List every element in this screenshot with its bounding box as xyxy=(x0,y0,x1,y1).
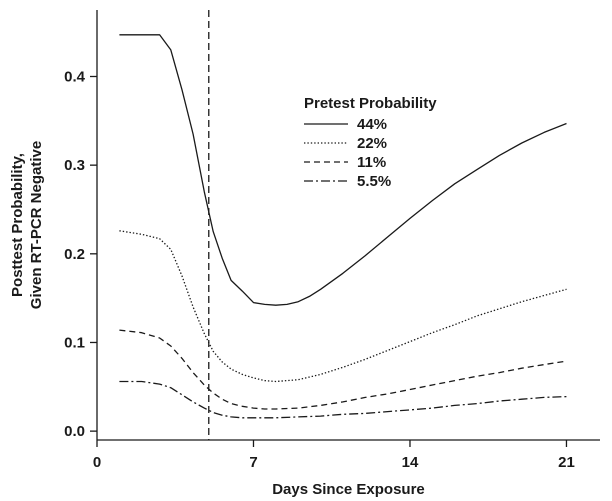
y-tick-label: 0.4 xyxy=(64,68,86,85)
x-tick-label: 21 xyxy=(558,454,575,471)
axes: 0.0 0.1 0.2 0.3 0.4 0 7 14 21 xyxy=(64,10,600,471)
legend-label: 22% xyxy=(357,135,387,152)
y-ticks: 0.0 0.1 0.2 0.3 0.4 xyxy=(64,68,97,440)
x-tick-label: 14 xyxy=(402,454,419,471)
series-line-22- xyxy=(119,230,567,383)
y-axis-title-line-1: Posttest Probability, xyxy=(9,153,26,297)
x-axis-title: Days Since Exposure xyxy=(272,481,425,498)
series-line-5-5- xyxy=(119,380,567,419)
series-line-11- xyxy=(119,329,567,410)
series-group xyxy=(119,34,567,419)
legend-label: 44% xyxy=(357,116,387,133)
y-axis-title-line-2: Given RT-PCR Negative xyxy=(28,141,45,309)
legend-label: 5.5% xyxy=(357,173,391,190)
y-axis-title: Posttest Probability, Given RT-PCR Negat… xyxy=(9,141,45,309)
y-tick-label: 0.0 xyxy=(64,423,85,440)
y-tick-label: 0.2 xyxy=(64,246,85,263)
x-tick-label: 7 xyxy=(249,454,257,471)
legend-title: Pretest Probability xyxy=(304,95,437,112)
legend: Pretest Probability 44% 22% 11% 5.5% xyxy=(304,95,437,190)
y-tick-label: 0.3 xyxy=(64,157,85,174)
series-line-44- xyxy=(119,34,567,306)
y-tick-label: 0.1 xyxy=(64,334,85,351)
x-ticks: 0 7 14 21 xyxy=(93,440,575,471)
legend-label: 11% xyxy=(357,154,386,171)
x-tick-label: 0 xyxy=(93,454,101,471)
